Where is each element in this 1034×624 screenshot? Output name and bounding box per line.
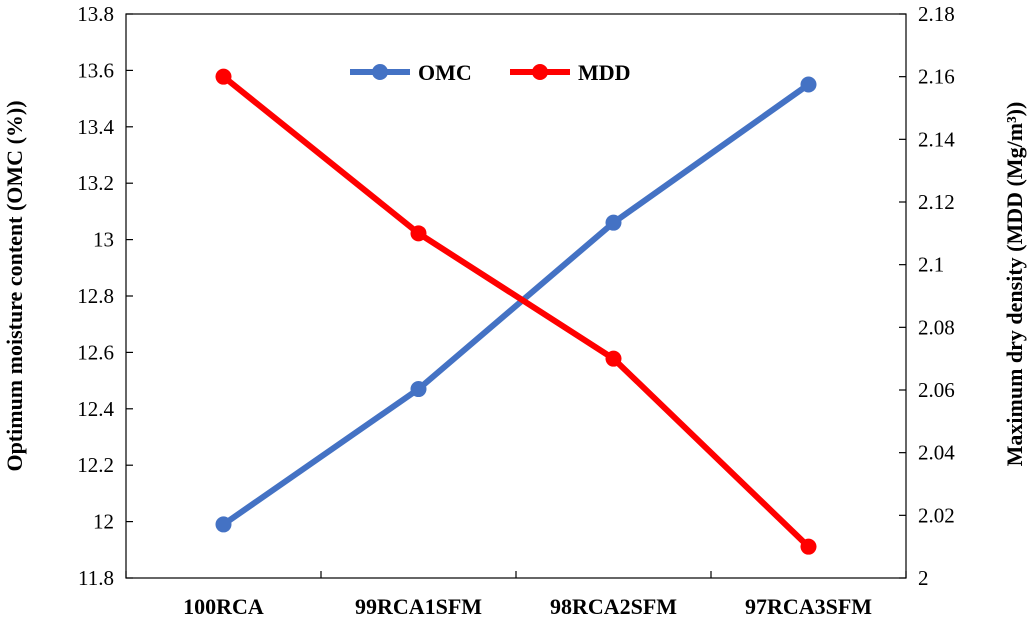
data-point-omc [800, 76, 817, 93]
legend-label: OMC [418, 60, 472, 85]
data-point-omc [410, 381, 427, 398]
x-tick-label: 97RCA3SFM [745, 594, 872, 619]
y-left-tick-label: 13.2 [77, 171, 114, 195]
y-left-tick-label: 11.8 [78, 566, 114, 590]
y-right-tick-label: 2.04 [918, 441, 955, 465]
y-left-tick-label: 12.2 [77, 453, 114, 477]
y-axis-left-title: Optimum moisture content (OMC (%)) [2, 100, 27, 471]
data-point-mdd [605, 350, 622, 367]
legend-swatch-marker [532, 64, 548, 80]
y-right-tick-label: 2.08 [918, 315, 955, 339]
x-tick-label: 99RCA1SFM [355, 594, 482, 619]
y-right-tick-label: 2.1 [918, 253, 944, 277]
y-right-tick-label: 2.06 [918, 378, 955, 402]
y-axis-right-title: Maximum dry density (MDD (Mg/m³)) [1002, 102, 1027, 467]
y-right-tick-label: 2 [918, 566, 929, 590]
y-right-tick-label: 2.18 [918, 2, 955, 26]
chart-legend: OMC MDD [350, 60, 631, 85]
series-line-omc [221, 82, 811, 527]
data-point-mdd [410, 225, 427, 242]
legend-label: MDD [578, 60, 631, 85]
y-right-tick-label: 2.12 [918, 190, 955, 214]
y-left-tick-label: 13.4 [77, 115, 114, 139]
y-left-tick-label: 12 [93, 510, 114, 534]
y-left-tick-label: 12.6 [77, 340, 114, 364]
data-point-mdd [215, 68, 232, 85]
data-point-omc [215, 516, 232, 533]
y-right-tick-label: 2.14 [918, 127, 955, 151]
y-left-tick-label: 12.8 [77, 284, 114, 308]
x-tick-label: 98RCA2SFM [550, 594, 677, 619]
y-left-tick-label: 13 [93, 228, 114, 252]
y-right-tick-label: 2.16 [918, 65, 955, 89]
chart-ticks: 11.8 12 12.2 12.4 12.6 12.8 13 13.2 13.4 13.6 13.8… [77, 2, 955, 619]
y-left-tick-label: 12.4 [77, 397, 114, 421]
y-left-tick-label: 13.8 [77, 2, 114, 26]
series-line-mdd [221, 74, 811, 549]
data-point-mdd [800, 538, 817, 555]
chart-series [215, 68, 817, 555]
data-point-omc [605, 214, 622, 231]
x-tick-label: 100RCA [183, 594, 264, 619]
y-right-tick-label: 2.02 [918, 503, 955, 527]
legend-swatch-marker [372, 64, 388, 80]
y-left-tick-label: 13.6 [77, 58, 114, 82]
